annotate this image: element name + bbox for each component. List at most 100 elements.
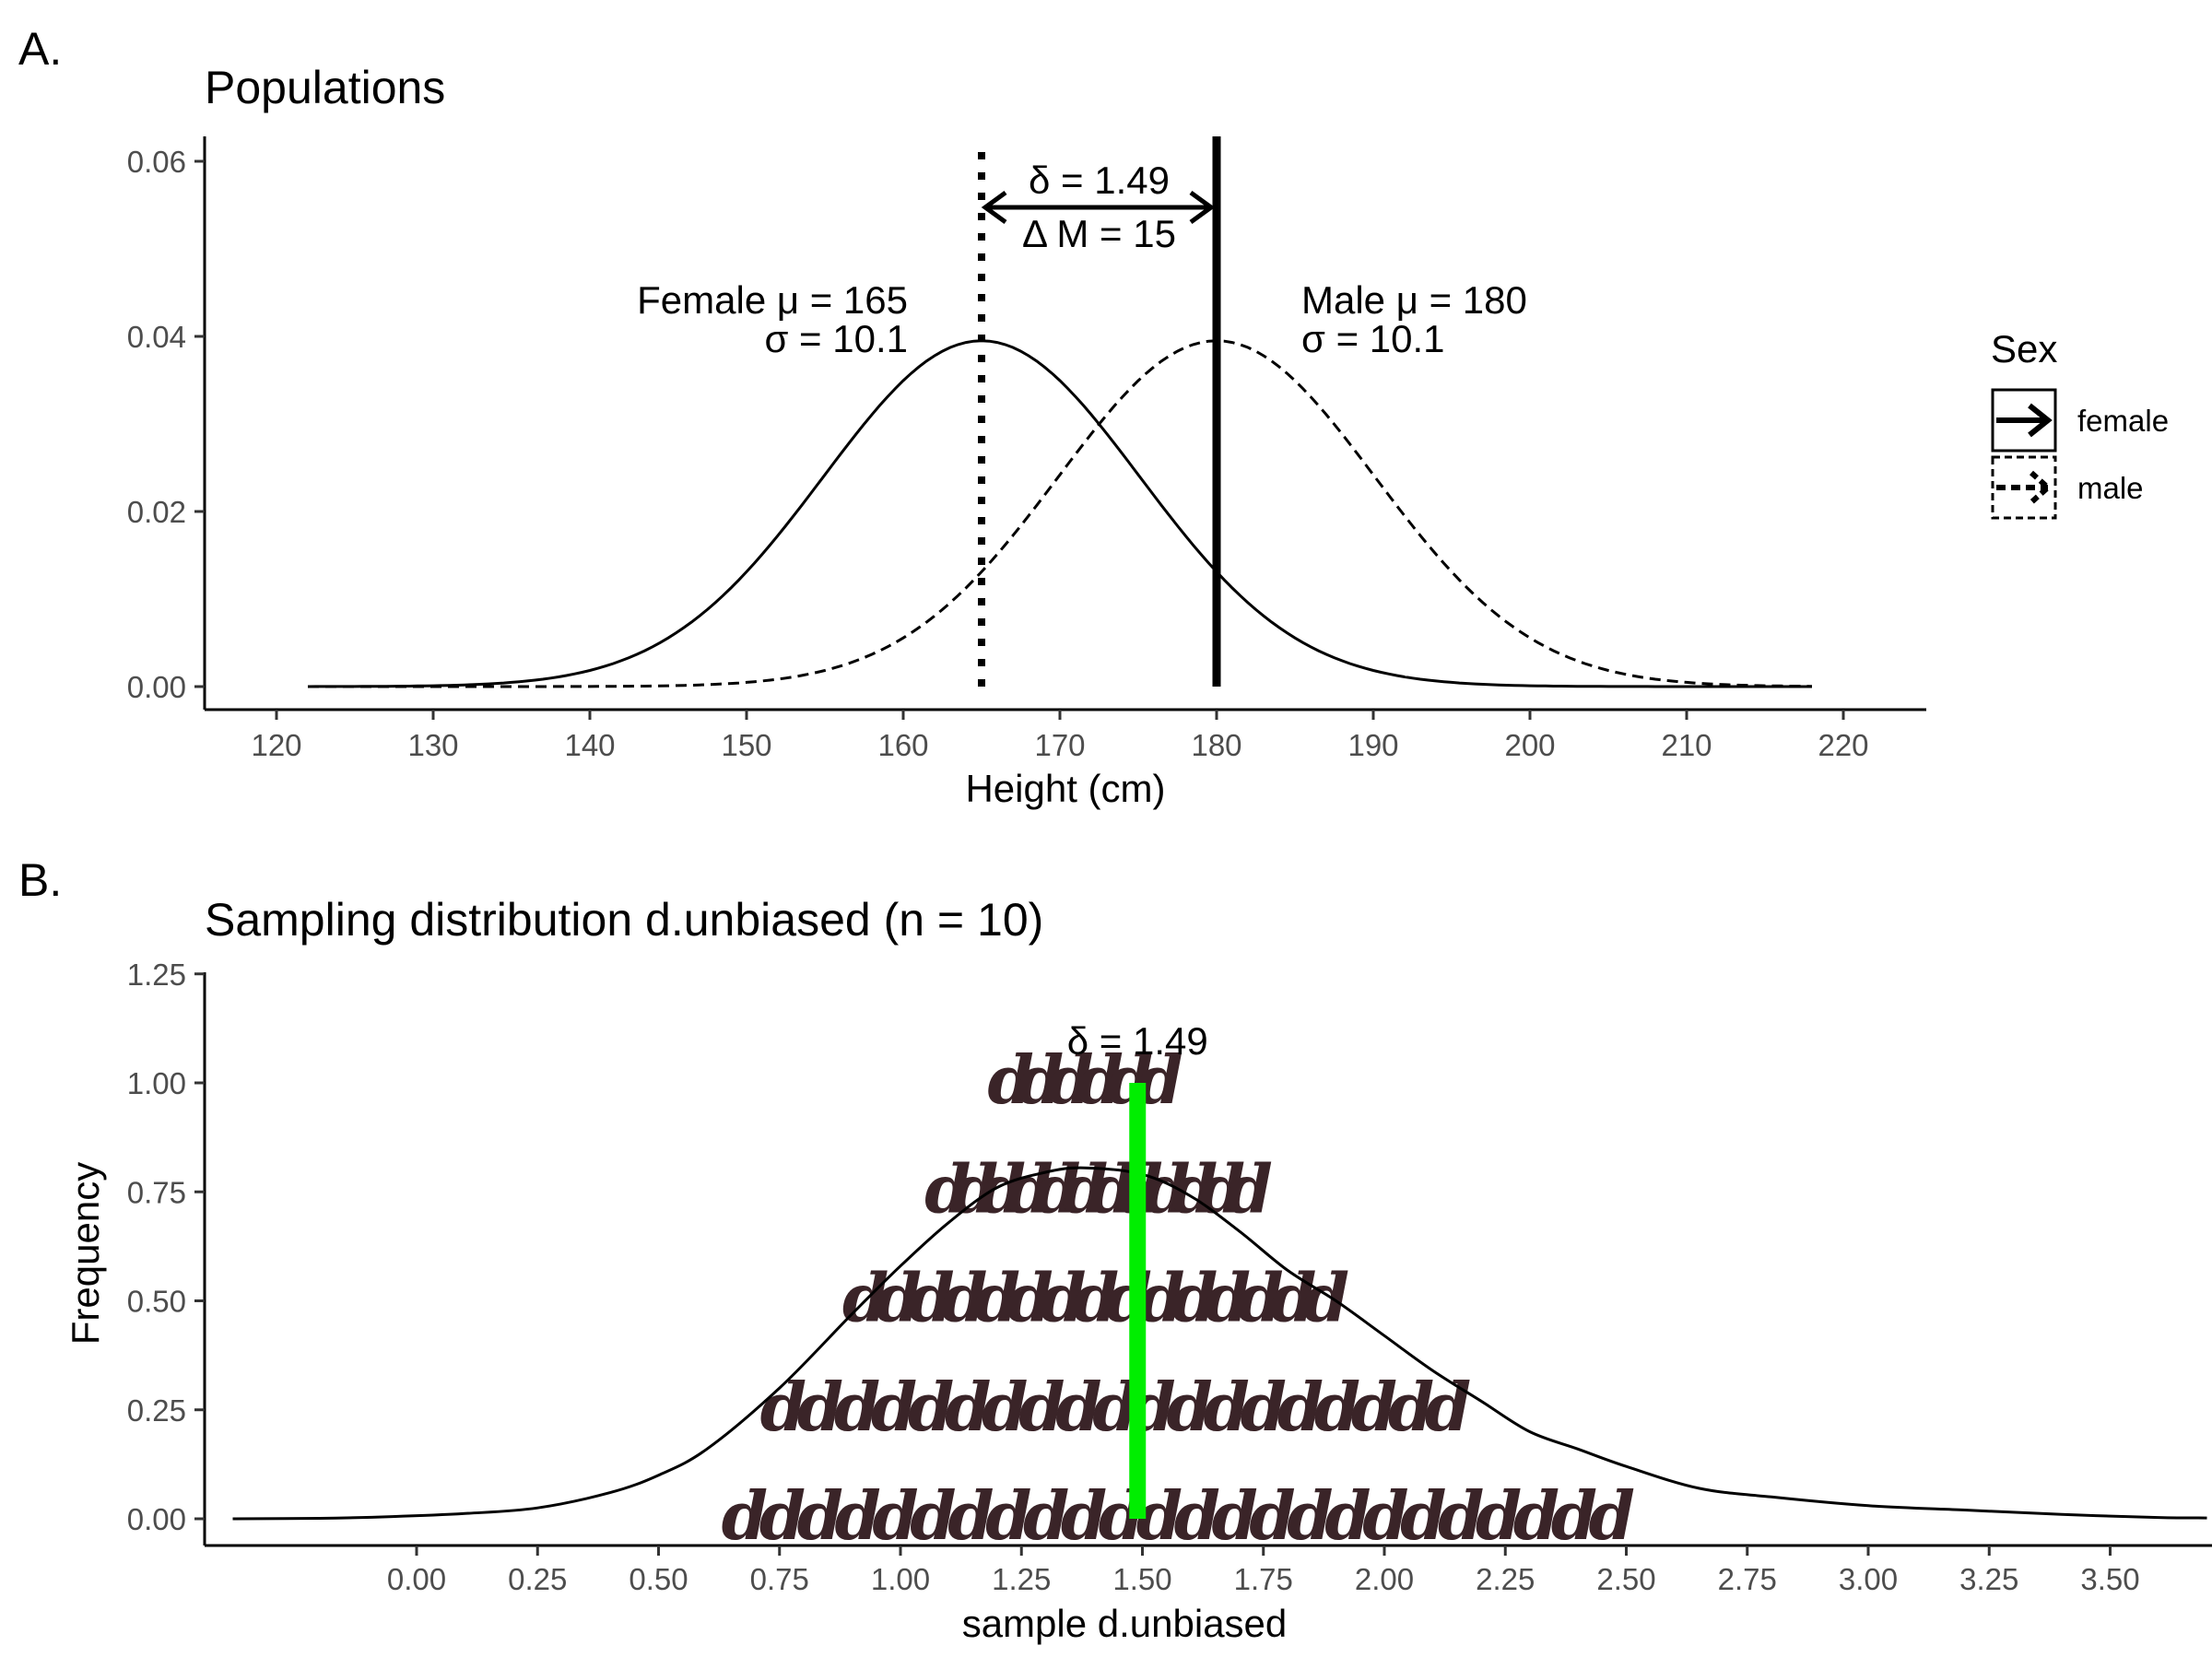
delta-arrow bbox=[981, 190, 1216, 225]
pictogram-glyph: d bbox=[1237, 1259, 1283, 1337]
pictogram-glyph: d bbox=[1007, 1149, 1053, 1228]
panel-a-x-ticks: 120 130 140 150 160 170 180 190 200 210 220 bbox=[251, 710, 1869, 762]
pictogram-glyph: d bbox=[1277, 1368, 1324, 1446]
series-line-female bbox=[307, 339, 1812, 688]
pictogram-glyph: d bbox=[1204, 1368, 1250, 1446]
panel-b-x-ticks: 0.00 0.25 0.50 0.75 1.00 1.25 1.50 1.75 2.00 2.25… bbox=[387, 1546, 2140, 1596]
b-x-tick-label: 0.50 bbox=[629, 1562, 688, 1596]
b-x-tick-label: 1.75 bbox=[1234, 1562, 1293, 1596]
pictogram-glyph: d bbox=[924, 1149, 971, 1228]
legend: Sex female male bbox=[1991, 327, 2169, 520]
density-curve bbox=[232, 1166, 2207, 1521]
b-x-tick-label: 2.25 bbox=[1476, 1562, 1535, 1596]
a-x-tick-label: 210 bbox=[1661, 728, 1712, 762]
pictogram-glyph: d bbox=[1062, 1149, 1108, 1228]
annotation-female-mu: Female μ = 165 bbox=[637, 278, 908, 322]
pictogram-glyph: d bbox=[1171, 1259, 1218, 1337]
annotation-delta-m: Δ M = 15 bbox=[1022, 212, 1176, 255]
pictogram-glyph: d bbox=[1362, 1476, 1408, 1555]
b-y-tick-label: 1.00 bbox=[127, 1066, 186, 1100]
pictogram-glyph: d bbox=[945, 1368, 991, 1446]
pictogram-glyph: d bbox=[1303, 1259, 1349, 1337]
pictogram-glyph: d bbox=[1018, 1040, 1064, 1119]
pictogram-glyph: d bbox=[947, 1476, 994, 1555]
pictogram-glyph: d bbox=[982, 1368, 1028, 1446]
pictogram-glyph: d bbox=[1073, 1259, 1119, 1337]
pictogram-glyph: d bbox=[871, 1368, 917, 1446]
b-y-tick-label: 0.00 bbox=[127, 1502, 186, 1536]
legend-key-male bbox=[1991, 455, 2057, 520]
b-x-tick-label: 1.50 bbox=[1112, 1562, 1171, 1596]
pictogram-glyph: d bbox=[1249, 1476, 1295, 1555]
a-x-tick-label: 220 bbox=[1818, 728, 1868, 762]
legend-title: Sex bbox=[1991, 327, 2057, 370]
pictogram-glyph: d bbox=[1400, 1476, 1446, 1555]
pictogram-glyph: d bbox=[722, 1476, 768, 1555]
b-x-tick-label: 2.50 bbox=[1596, 1562, 1655, 1596]
b-x-tick-label: 1.00 bbox=[871, 1562, 930, 1596]
pictogram-glyph: d bbox=[1047, 1040, 1093, 1119]
pictogram-glyph: d bbox=[985, 1476, 1031, 1555]
pictogram-glyph: d bbox=[1018, 1368, 1065, 1446]
pictogram-glyph: d bbox=[1270, 1259, 1316, 1337]
pictogram-glyphs: dddddddddddddddddddddddddddddddddddddddd… bbox=[722, 1040, 1635, 1555]
panel-b: B. Sampling distribution d.unbiased (n =… bbox=[18, 854, 2212, 1645]
pictogram-glyph: d bbox=[908, 1368, 954, 1446]
a-x-tick-label: 120 bbox=[251, 728, 301, 762]
pictogram-glyph: d bbox=[1007, 1259, 1053, 1337]
pictogram-glyph: d bbox=[1055, 1368, 1101, 1446]
annotation-female-sigma: σ = 10.1 bbox=[764, 317, 908, 360]
b-x-tick-label: 2.00 bbox=[1355, 1562, 1414, 1596]
a-y-tick-label: 0.00 bbox=[127, 670, 186, 704]
series-line-male bbox=[308, 339, 1813, 688]
pictogram-glyph: d bbox=[797, 1368, 843, 1446]
legend-item-female: female bbox=[1991, 388, 2169, 453]
pictogram-glyph: d bbox=[988, 1040, 1034, 1119]
pictogram-glyph: d bbox=[835, 1476, 881, 1555]
pictogram-glyph: d bbox=[759, 1476, 806, 1555]
pictogram-glyph: d bbox=[980, 1149, 1026, 1228]
b-y-tick-label: 0.50 bbox=[127, 1285, 186, 1319]
b-x-tick-label: 3.25 bbox=[1959, 1562, 2018, 1596]
pictogram-glyph: d bbox=[910, 1476, 956, 1555]
pictogram-glyph: d bbox=[1205, 1259, 1251, 1337]
panel-a-x-axis-label: Height (cm) bbox=[965, 767, 1165, 810]
pictogram-glyph: d bbox=[1324, 1476, 1371, 1555]
b-x-tick-label: 0.00 bbox=[387, 1562, 446, 1596]
b-y-tick-label: 0.25 bbox=[127, 1393, 186, 1428]
pictogram-glyph: d bbox=[1314, 1368, 1360, 1446]
pictogram-glyph: d bbox=[1023, 1476, 1069, 1555]
a-x-tick-label: 200 bbox=[1504, 728, 1555, 762]
pictogram-glyph: d bbox=[1077, 1040, 1124, 1119]
delta-arrow-head-left bbox=[981, 190, 1007, 225]
b-x-tick-label: 2.75 bbox=[1718, 1562, 1777, 1596]
b-x-tick-label: 1.25 bbox=[992, 1562, 1051, 1596]
pictogram-glyph: d bbox=[1388, 1368, 1434, 1446]
pictogram-glyph: d bbox=[842, 1259, 888, 1337]
legend-label-female: female bbox=[2077, 404, 2169, 438]
legend-label-male: male bbox=[2077, 471, 2144, 505]
a-x-tick-label: 170 bbox=[1034, 728, 1085, 762]
pictogram-glyph: d bbox=[876, 1259, 922, 1337]
pictogram-glyph: d bbox=[1241, 1368, 1287, 1446]
a-y-tick-label: 0.06 bbox=[127, 145, 186, 179]
pictogram-glyph: d bbox=[834, 1368, 880, 1446]
legend-key-female bbox=[1991, 388, 2057, 453]
pictogram-glyph: d bbox=[974, 1259, 1020, 1337]
b-y-tick-label: 1.25 bbox=[127, 958, 186, 992]
pictogram-glyph: d bbox=[872, 1476, 918, 1555]
a-x-tick-label: 190 bbox=[1347, 728, 1398, 762]
annotation-delta-b: δ = 1.49 bbox=[1067, 1019, 1208, 1063]
b-x-tick-label: 3.00 bbox=[1839, 1562, 1898, 1596]
legend-item-male: male bbox=[1991, 455, 2144, 520]
panel-b-label: B. bbox=[18, 854, 62, 906]
pictogram-glyph: d bbox=[1513, 1476, 1559, 1555]
a-y-tick-label: 0.02 bbox=[127, 495, 186, 529]
pictogram-glyph: d bbox=[1174, 1476, 1220, 1555]
pictogram-glyph: d bbox=[760, 1368, 806, 1446]
pictogram-glyph: d bbox=[1144, 1149, 1190, 1228]
pictogram-glyph: d bbox=[797, 1476, 843, 1555]
pictogram-glyph: d bbox=[1138, 1259, 1184, 1337]
pictogram-glyph: d bbox=[1089, 1149, 1135, 1228]
panel-a: A. Populations 120 130 140 150 160 170 180 190 2… bbox=[18, 23, 2169, 810]
